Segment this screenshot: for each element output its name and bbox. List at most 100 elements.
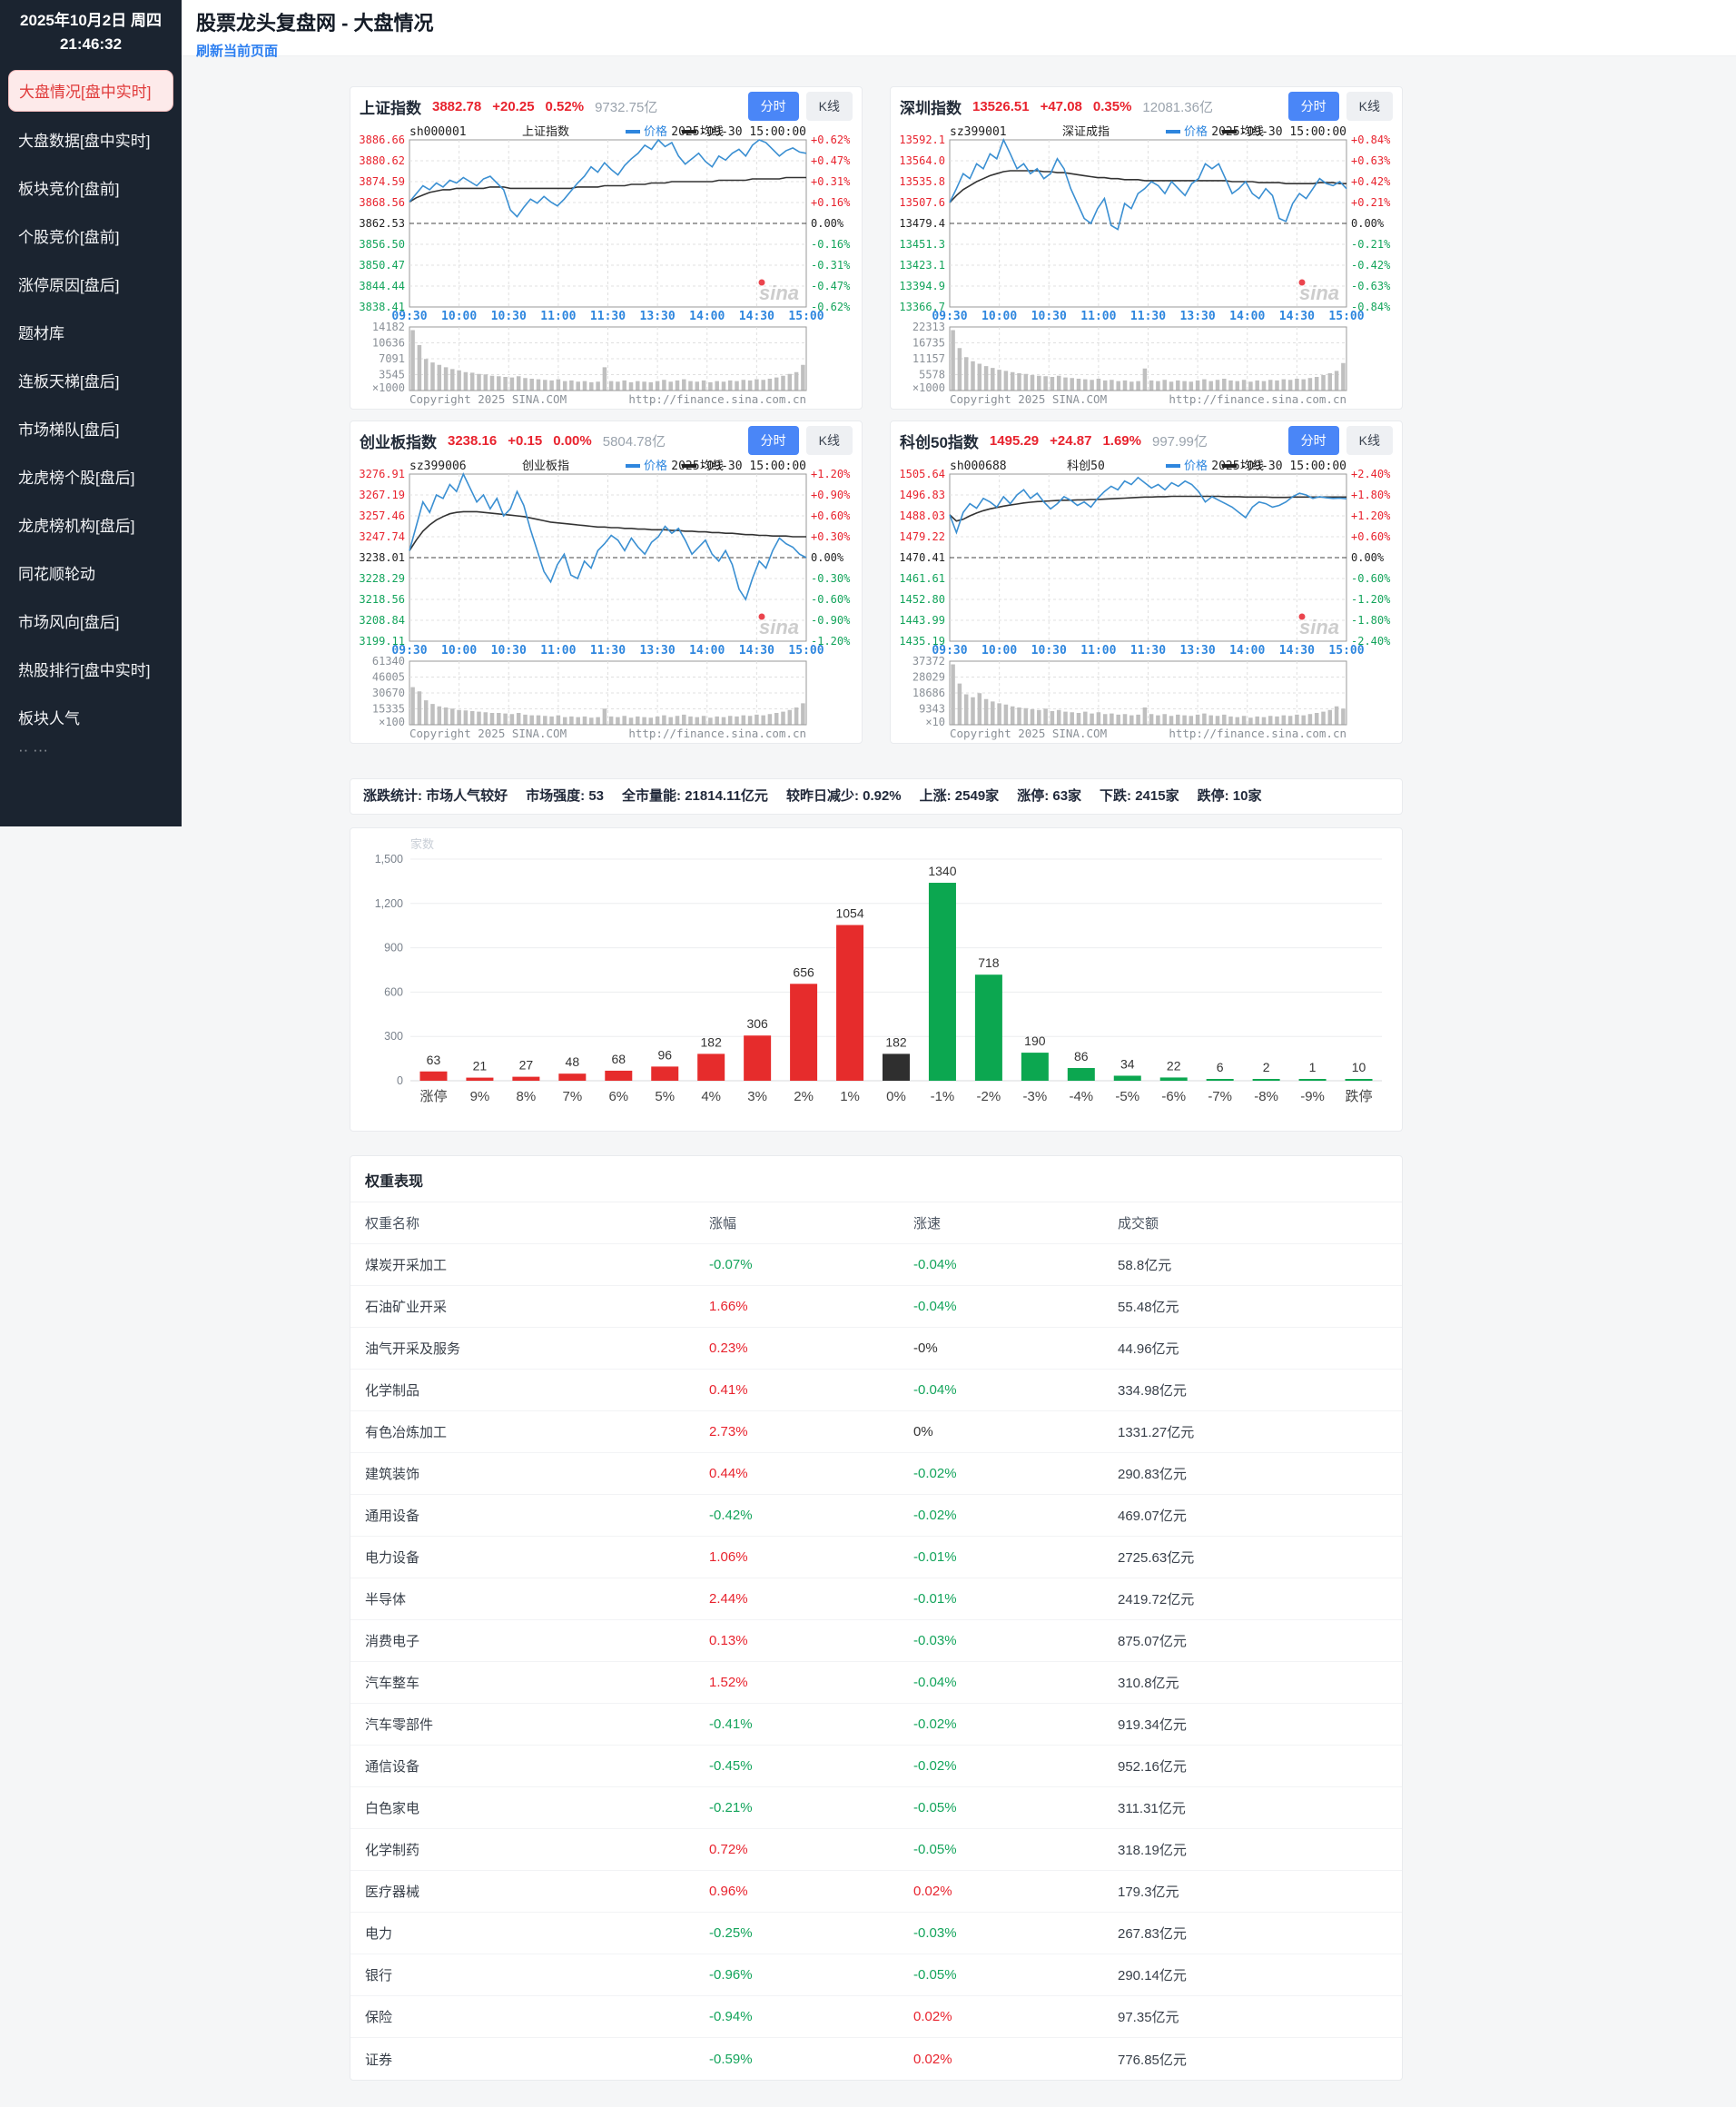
- dist-bar: [836, 925, 864, 1081]
- kline-chart-button[interactable]: K线: [805, 92, 853, 121]
- sidebar-item[interactable]: 大盘数据[盘中实时]: [18, 132, 151, 150]
- svg-text:600: 600: [384, 985, 403, 998]
- svg-text:1443.99: 1443.99: [899, 614, 945, 627]
- dist-x-label: 跌停: [1346, 1089, 1373, 1104]
- svg-text:3862.53: 3862.53: [359, 217, 405, 230]
- index-charts-grid: 上证指数 3882.78 +20.25 0.52% 9732.75亿 分时 K线 sh0000…: [350, 86, 1403, 755]
- dist-bar-value: 34: [1120, 1056, 1135, 1071]
- kline-chart-button[interactable]: K线: [805, 426, 853, 455]
- sidebar-item[interactable]: 龙虎榜个股[盘后]: [18, 469, 135, 487]
- sector-speed: -0.05%: [913, 1800, 957, 1815]
- sector-change: -0.21%: [709, 1800, 753, 1815]
- sidebar-item[interactable]: 涨停原因[盘后]: [18, 276, 120, 294]
- svg-text:均线: 均线: [700, 460, 724, 473]
- sidebar-item[interactable]: 市场风向[盘后]: [18, 613, 120, 631]
- sidebar-item[interactable]: 热股排行[盘中实时]: [18, 661, 151, 679]
- svg-text:3208.84: 3208.84: [359, 614, 405, 627]
- sector-name: 石油矿业开采: [365, 1300, 448, 1315]
- index-card: 深圳指数 13526.51 +47.08 0.35% 12081.36亿 分时 K线 sz39…: [890, 86, 1403, 410]
- table-row: 油气开采及服务 0.23% -0% 44.96亿元: [350, 1328, 1402, 1370]
- svg-text:11:00: 11:00: [1080, 644, 1116, 658]
- svg-text:09:30: 09:30: [391, 310, 427, 323]
- kline-chart-button[interactable]: K线: [1346, 92, 1393, 121]
- sector-turnover: 58.8亿元: [1118, 1258, 1172, 1273]
- table-row: 通用设备 -0.42% -0.02% 469.07亿元: [350, 1495, 1402, 1537]
- svg-text:13394.9: 13394.9: [899, 280, 945, 292]
- sidebar-item[interactable]: 同花顺轮动: [18, 565, 95, 583]
- stats-segment: 市场强度: 53: [526, 788, 605, 804]
- refresh-page-link[interactable]: 刷新当前页面: [196, 44, 279, 59]
- column-header: 涨速: [913, 1216, 942, 1232]
- index-card-header: 深圳指数 13526.51 +47.08 0.35% 12081.36亿 分时 K线: [891, 87, 1402, 125]
- dist-x-label: 5%: [655, 1089, 675, 1104]
- minute-chart-button[interactable]: 分时: [747, 92, 799, 121]
- sidebar-item[interactable]: 连板天梯[盘后]: [18, 372, 120, 391]
- sector-name: 银行: [365, 1968, 393, 1983]
- svg-text:15:00: 15:00: [788, 310, 824, 323]
- sidebar-item[interactable]: 龙虎榜机构[盘后]: [18, 517, 135, 535]
- sidebar-item[interactable]: 大盘情况[盘中实时]: [8, 69, 173, 112]
- sector-change: -0.25%: [709, 1925, 753, 1941]
- sector-name: 有色冶炼加工: [365, 1425, 448, 1440]
- table-row: 半导体 2.44% -0.01% 2419.72亿元: [350, 1578, 1402, 1620]
- sector-turnover: 97.35亿元: [1118, 2010, 1179, 2025]
- sector-name: 医疗器械: [365, 1884, 420, 1900]
- svg-text:14:00: 14:00: [689, 644, 725, 658]
- volume-bars: [410, 687, 805, 725]
- sector-name: 电力: [365, 1926, 393, 1942]
- svg-text:sh000001: sh000001: [409, 125, 467, 139]
- svg-text:+0.62%: +0.62%: [811, 134, 851, 146]
- sidebar-item-clipped[interactable]: ·· ···: [18, 740, 49, 758]
- dist-bar: [744, 1035, 772, 1081]
- sector-name: 化学制品: [365, 1383, 420, 1399]
- svg-text:+2.40%: +2.40%: [1351, 468, 1391, 480]
- dist-x-label: -2%: [977, 1089, 1001, 1104]
- index-change-pct: 0.00%: [553, 432, 592, 449]
- dist-x-label: 3%: [747, 1089, 767, 1104]
- minute-chart-button[interactable]: 分时: [747, 426, 799, 455]
- sector-change: 2.73%: [709, 1424, 748, 1439]
- svg-text:14:30: 14:30: [739, 310, 774, 323]
- svg-text:3199.11: 3199.11: [359, 635, 405, 648]
- svg-text:-0.16%: -0.16%: [811, 238, 851, 251]
- minute-chart-button[interactable]: 分时: [1287, 426, 1339, 455]
- svg-text:13:30: 13:30: [1180, 310, 1216, 323]
- svg-text:×10: ×10: [925, 716, 945, 728]
- sidebar-item[interactable]: 市场梯队[盘后]: [18, 420, 120, 439]
- sector-turnover: 919.34亿元: [1118, 1717, 1187, 1733]
- svg-text:61340: 61340: [372, 655, 405, 668]
- index-change: +24.87: [1050, 432, 1092, 449]
- svg-text:+0.42%: +0.42%: [1351, 175, 1391, 188]
- sector-change: 0.41%: [709, 1382, 748, 1398]
- svg-text:15:00: 15:00: [788, 644, 824, 658]
- sector-change: 0.13%: [709, 1633, 748, 1648]
- sector-turnover: 776.85亿元: [1118, 2052, 1187, 2068]
- sector-change: -0.59%: [709, 2051, 753, 2067]
- dist-x-label: -6%: [1161, 1089, 1186, 1104]
- minute-chart-button[interactable]: 分时: [1287, 92, 1339, 121]
- sidebar-item[interactable]: 个股竞价[盘前]: [18, 228, 120, 246]
- index-turnover: 9732.75亿: [595, 99, 658, 115]
- svg-text:3874.59: 3874.59: [359, 175, 405, 188]
- dist-bar-value: 1: [1309, 1060, 1317, 1074]
- dist-bar-value: 27: [519, 1058, 534, 1073]
- svg-text:sina: sina: [1299, 282, 1339, 304]
- sidebar-item[interactable]: 题材库: [18, 324, 64, 342]
- sector-speed: -0.05%: [913, 1967, 957, 1983]
- svg-text:11:00: 11:00: [1080, 310, 1116, 323]
- kline-chart-button[interactable]: K线: [1346, 426, 1393, 455]
- sidebar-item[interactable]: 板块人气: [18, 709, 80, 727]
- sector-turnover: 44.96亿元: [1118, 1341, 1179, 1357]
- price-line: [949, 476, 1347, 535]
- sector-change: 0.96%: [709, 1884, 748, 1899]
- dist-bar: [1206, 1079, 1234, 1081]
- sector-change: 2.44%: [709, 1591, 748, 1607]
- dist-bar-value: 21: [473, 1059, 488, 1073]
- sidebar-item[interactable]: 板块竞价[盘前]: [18, 180, 120, 198]
- dist-x-label: 8%: [517, 1089, 537, 1104]
- dist-x-label: 0%: [886, 1089, 906, 1104]
- svg-text:14:00: 14:00: [1229, 310, 1265, 323]
- dist-bar: [512, 1076, 540, 1081]
- column-header: 权重名称: [365, 1216, 420, 1232]
- table-row: 保险 -0.94% 0.02% 97.35亿元: [350, 1996, 1402, 2038]
